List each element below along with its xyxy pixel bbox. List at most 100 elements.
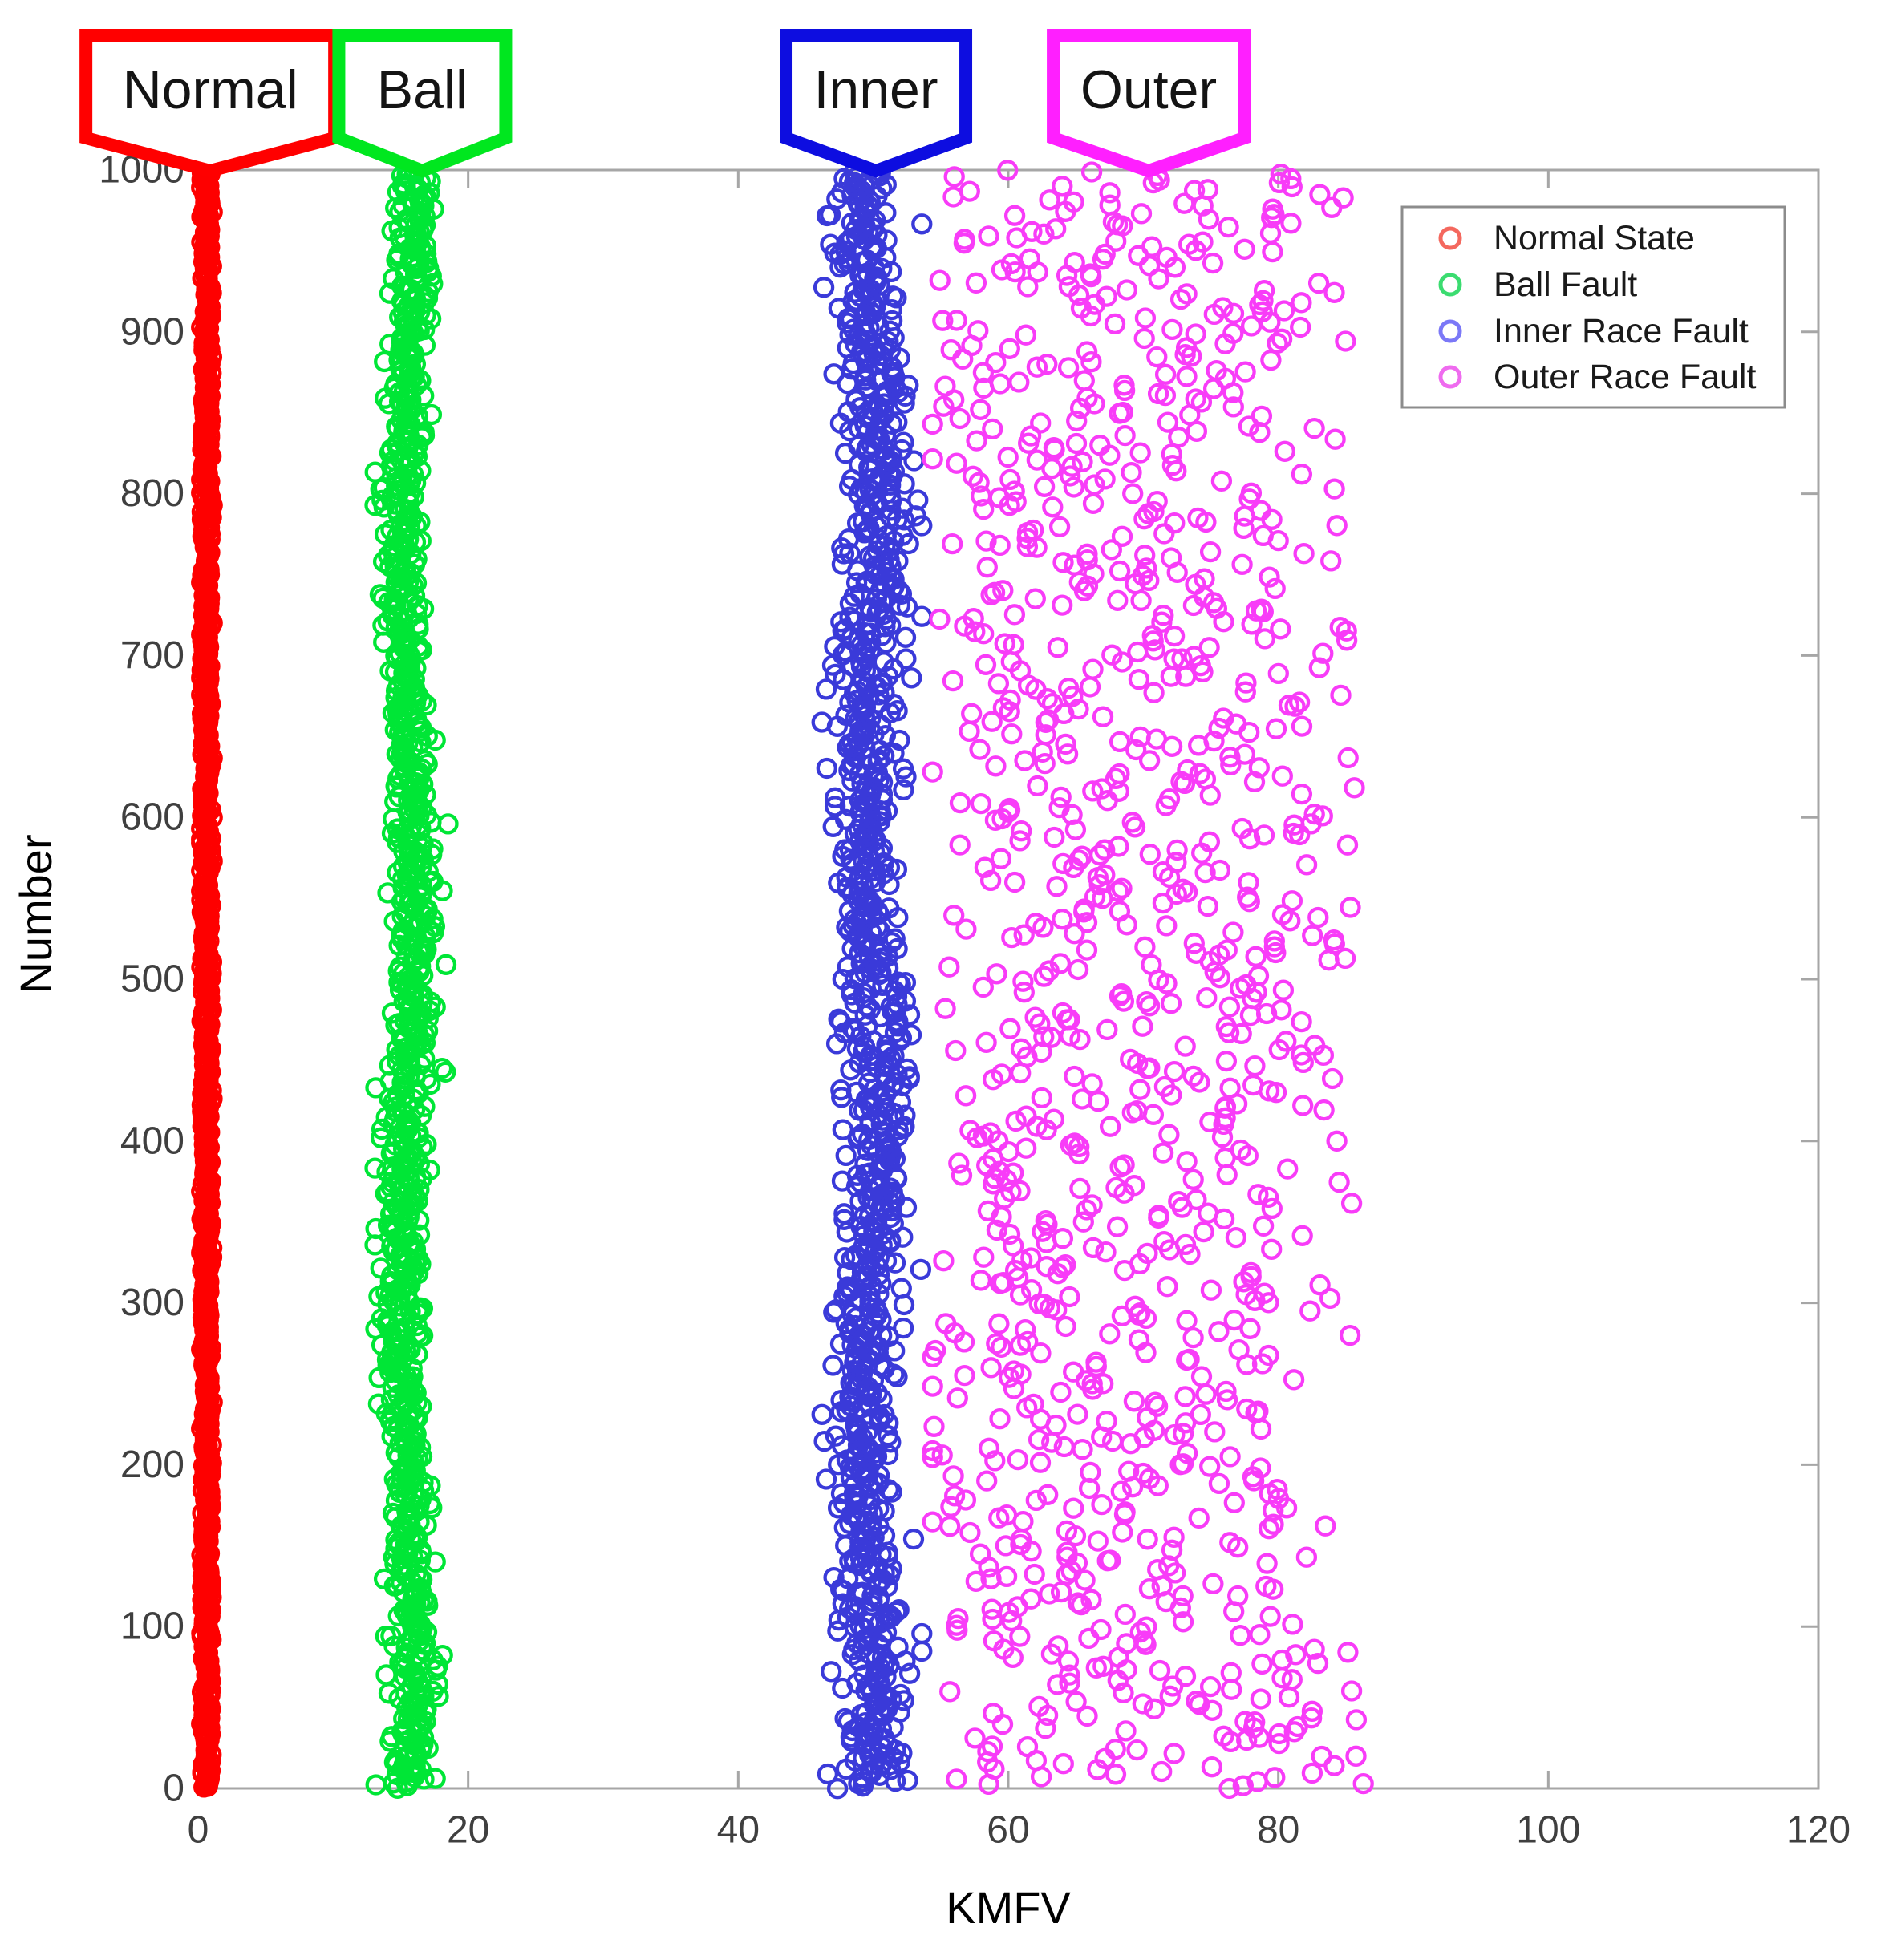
scatter-point — [1238, 721, 1260, 743]
scatter-point — [833, 1203, 855, 1225]
scatter-point — [1065, 1691, 1087, 1712]
scatter-point — [1231, 553, 1253, 575]
scatter-point — [1157, 1276, 1178, 1298]
scatter-point — [1211, 1126, 1234, 1148]
scatter-point — [973, 1246, 995, 1268]
scatter-point — [365, 1774, 387, 1796]
scatter-point — [934, 998, 956, 1019]
scatter-point — [925, 1339, 946, 1362]
scatter-point — [1250, 1688, 1271, 1710]
scatter-point — [1282, 1614, 1303, 1635]
scatter-point — [1259, 1606, 1281, 1627]
x-tick-label: 20 — [447, 1809, 489, 1852]
scatter-point — [1240, 315, 1263, 337]
scatter-point — [1080, 161, 1103, 183]
scatter-point — [1036, 688, 1058, 710]
scatter-point — [1067, 958, 1089, 981]
y-tick-label: 100 — [120, 1606, 184, 1648]
scatter-point — [1173, 1423, 1194, 1444]
scatter-point — [1240, 1261, 1262, 1284]
scatter-point — [986, 963, 1007, 985]
scatter-point — [1146, 346, 1168, 368]
x-axis-title: KMFV — [946, 1882, 1071, 1933]
scatter-point — [1064, 1132, 1085, 1154]
scatter-point — [1252, 524, 1274, 547]
scatter-point — [1267, 1478, 1288, 1500]
scatter-point — [424, 996, 446, 1018]
scatter-point — [1352, 1772, 1374, 1795]
scatter-point — [1100, 1549, 1121, 1571]
scatter-point — [1060, 465, 1081, 487]
scatter-point — [1072, 451, 1093, 472]
scatter-point — [1132, 1693, 1153, 1715]
scatter-point — [963, 608, 984, 630]
legend-item-normal-state: Normal State — [1438, 219, 1695, 257]
scatter-point — [1256, 1553, 1278, 1574]
scatter-point — [1208, 1321, 1230, 1342]
scatter-point — [1176, 366, 1198, 387]
scatter-point — [1213, 1725, 1234, 1747]
scatter-point — [978, 225, 999, 247]
scatter-point — [1123, 1175, 1145, 1197]
scatter-point — [1261, 1238, 1283, 1260]
scatter-point — [988, 1313, 1010, 1334]
scatter-point — [1271, 904, 1294, 925]
scatter-point — [1198, 637, 1220, 658]
scatter-point — [1337, 1642, 1359, 1663]
scatter-point — [1043, 1108, 1065, 1130]
scatter-point — [1023, 519, 1044, 541]
scatter-point — [381, 823, 403, 844]
scatter-point — [932, 310, 954, 331]
scatter-point — [1063, 1361, 1084, 1383]
scatter-point — [1173, 192, 1195, 214]
scatter-point — [1061, 456, 1083, 477]
scatter-point — [833, 1246, 856, 1269]
scatter-point — [984, 1450, 1006, 1472]
scatter-point — [1094, 839, 1116, 861]
scatter-point — [1251, 1653, 1273, 1675]
scatter-point — [1278, 695, 1300, 716]
scatter-point — [1101, 1430, 1124, 1452]
scatter-point — [954, 1364, 975, 1387]
scatter-point — [1315, 1515, 1336, 1537]
scatter-point — [1291, 783, 1313, 805]
scatter-point — [373, 1568, 395, 1590]
scatter-point — [1072, 1439, 1093, 1460]
scatter-point — [1045, 218, 1067, 240]
scatter-point — [935, 1313, 957, 1334]
scatter-point — [995, 1504, 1018, 1526]
scatter-point — [976, 557, 998, 578]
scatter-point — [873, 393, 895, 415]
scatter-point — [1111, 525, 1133, 547]
scatter-point — [1118, 1460, 1140, 1482]
scatter-point — [431, 1057, 453, 1079]
scatter-point — [942, 1465, 964, 1487]
scatter-point — [1183, 933, 1205, 954]
scatter-point — [1052, 552, 1074, 573]
scatter-point — [901, 667, 922, 689]
scatter-point — [1182, 1326, 1204, 1349]
scatter-point — [922, 448, 943, 470]
scatter-point — [978, 1437, 1000, 1459]
scatter-point — [995, 1565, 1018, 1588]
scatter-point — [435, 1061, 456, 1083]
scatter-point — [1138, 750, 1161, 771]
scatter-point — [911, 1622, 933, 1645]
legend-item-outer-race-fault: Outer Race Fault — [1438, 358, 1756, 396]
scatter-point — [1019, 248, 1041, 269]
scatter-point — [1099, 1116, 1121, 1137]
callout-labels: Normal Ball Inner Outer — [79, 29, 1251, 178]
scatter-point — [1081, 1194, 1103, 1216]
scatter-point — [1309, 1274, 1331, 1296]
scatter-point — [1096, 285, 1117, 307]
scatter-point — [1161, 443, 1182, 465]
scatter-point — [823, 1566, 845, 1589]
scatter-point — [1228, 1338, 1250, 1361]
scatter-point — [1278, 1687, 1300, 1708]
scatter-point — [922, 1375, 943, 1397]
scatter-point — [1198, 831, 1221, 852]
scatter-point — [1076, 912, 1098, 933]
scatter-point — [1076, 939, 1098, 961]
scatter-point — [964, 1727, 986, 1749]
scatter-point — [894, 971, 917, 994]
